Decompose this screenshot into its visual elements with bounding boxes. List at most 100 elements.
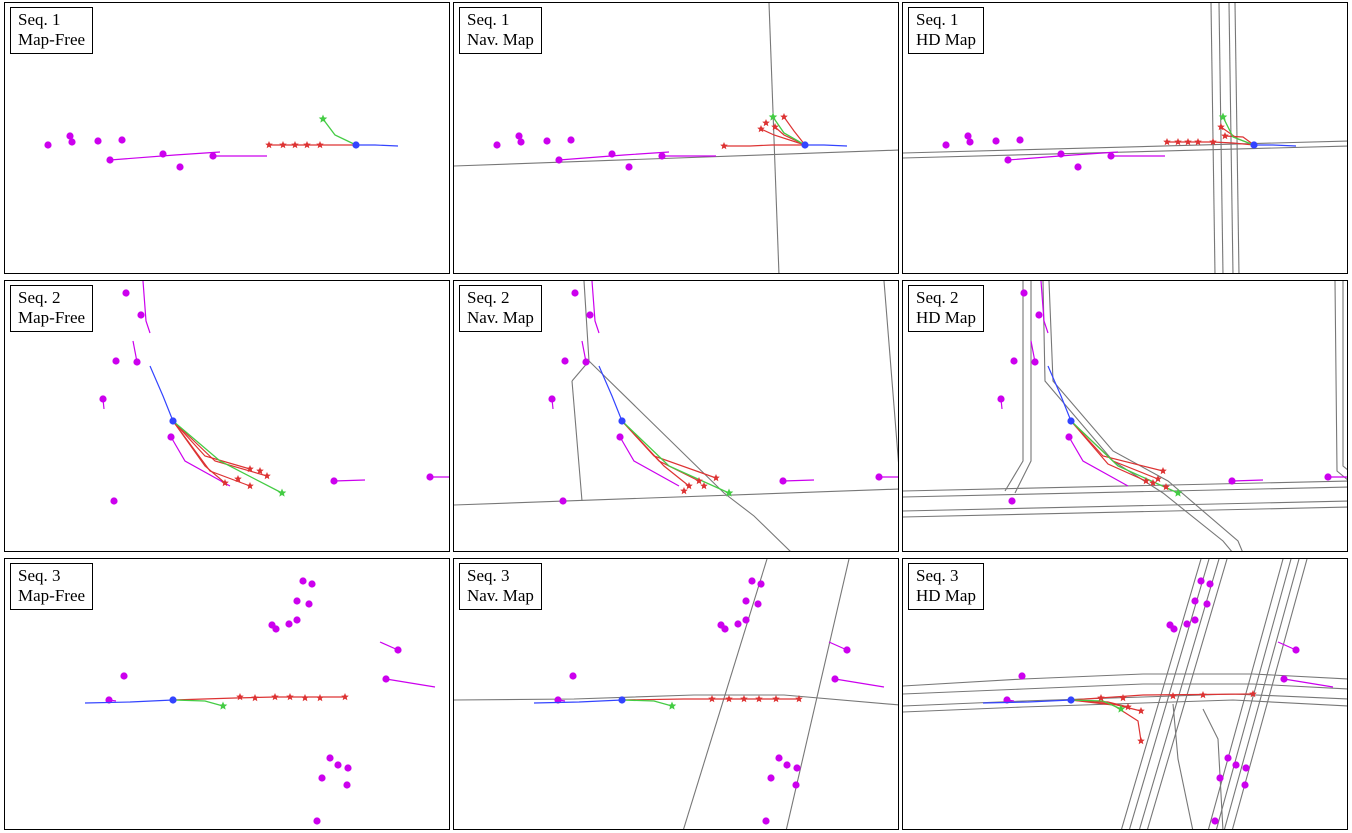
agent-dot	[66, 132, 74, 140]
ego-history	[149, 365, 174, 422]
agent-dot	[1197, 577, 1205, 585]
agent-dot	[757, 580, 765, 588]
agent-dot	[559, 497, 567, 505]
map-mode-label: HD Map	[916, 586, 976, 605]
prediction-endpoint-star	[795, 695, 803, 703]
ego-history	[84, 699, 174, 704]
agent-dot	[137, 311, 145, 319]
prediction-curve	[1070, 693, 1254, 701]
prediction-curve	[621, 420, 690, 487]
map-lane-line	[903, 486, 1347, 498]
map-lane-line	[903, 699, 1347, 713]
prediction-endpoint-star	[755, 695, 763, 703]
agent-dot	[721, 625, 729, 633]
agent-dot	[272, 625, 280, 633]
agent-dot	[1003, 696, 1011, 704]
agent-dot	[942, 141, 950, 149]
prediction-endpoint-star	[236, 693, 244, 701]
scene-plot	[84, 577, 436, 825]
panel-s3-hd: Seq. 3 HD Map	[902, 558, 1348, 830]
agent-trail	[1231, 479, 1264, 482]
scene-plot	[99, 281, 449, 505]
prediction-endpoint-star	[720, 142, 728, 150]
map-lane-line	[903, 500, 1347, 512]
agent-dot	[515, 132, 523, 140]
map-lane-line	[454, 149, 898, 167]
agent-dot	[99, 395, 107, 403]
map-lane-line	[454, 694, 898, 706]
agent-dot	[1170, 625, 1178, 633]
prediction-endpoint-star	[1149, 479, 1157, 487]
panel-label: Seq. 2 HD Map	[908, 285, 984, 332]
panel-label: Seq. 3 HD Map	[908, 563, 984, 610]
agent-dot	[567, 136, 575, 144]
panel-s3-free: Seq. 3 Map-Free	[4, 558, 450, 830]
scene-plot	[903, 281, 1347, 551]
panel-s2-hd: Seq. 2 HD Map	[902, 280, 1348, 552]
agent-trail	[109, 151, 221, 161]
prediction-endpoint-star	[1097, 694, 1105, 702]
prediction-endpoint-star	[757, 125, 765, 133]
map-mode-label: Nav. Map	[467, 30, 534, 49]
ego-vehicle-dot	[801, 141, 809, 149]
agent-dot	[118, 136, 126, 144]
prediction-endpoint-star	[341, 693, 349, 701]
agent-dot	[1004, 156, 1012, 164]
agent-trail	[558, 151, 670, 161]
ground-truth-endpoint-star	[277, 488, 287, 497]
prediction-endpoint-star	[291, 141, 299, 149]
agent-dot	[734, 620, 742, 628]
prediction-curve	[724, 144, 805, 147]
ground-truth-endpoint-star	[318, 114, 328, 123]
sequence-label: Seq. 2	[18, 288, 61, 307]
agent-dot	[133, 358, 141, 366]
map-lane-line	[454, 488, 898, 506]
map-mode-label: Map-Free	[18, 30, 86, 49]
prediction-endpoint-star	[1221, 132, 1229, 140]
prediction-endpoint-star	[725, 695, 733, 703]
ego-vehicle-dot	[1067, 696, 1075, 704]
agent-dot	[875, 473, 883, 481]
agent-dot	[748, 577, 756, 585]
agent-dot	[775, 754, 783, 762]
map-lane-line	[883, 281, 898, 463]
sequence-label: Seq. 1	[467, 10, 510, 29]
map-lane-line	[683, 559, 768, 829]
map-lane-line	[903, 145, 1347, 159]
agent-dot	[382, 675, 390, 683]
prediction-endpoint-star	[265, 141, 273, 149]
panel-label: Seq. 1 Nav. Map	[459, 7, 542, 54]
prediction-endpoint-star	[1249, 690, 1257, 698]
prediction-endpoint-star	[221, 479, 229, 487]
prediction-endpoint-star	[279, 141, 287, 149]
map-lane-line	[588, 360, 791, 551]
ground-truth-endpoint-star	[1173, 488, 1183, 497]
sequence-label: Seq. 1	[916, 10, 959, 29]
map-lane-line	[903, 506, 1347, 518]
prediction-curve	[760, 128, 806, 146]
agent-dot	[608, 150, 616, 158]
ego-vehicle-dot	[169, 417, 177, 425]
agent-dot	[344, 764, 352, 772]
agent-trail	[1040, 281, 1049, 334]
panel-s2-free: Seq. 2 Map-Free	[4, 280, 450, 552]
agent-dot	[616, 433, 624, 441]
prediction-endpoint-star	[1154, 475, 1162, 483]
prediction-endpoint-star	[740, 695, 748, 703]
scene-plot	[903, 3, 1347, 273]
ground-truth-endpoint-star	[1116, 704, 1126, 713]
sequence-label: Seq. 1	[18, 10, 61, 29]
agent-trail	[619, 436, 680, 487]
ground-truth-endpoint-star	[218, 701, 228, 710]
agent-trail	[385, 678, 436, 688]
agent-dot	[555, 156, 563, 164]
agent-dot	[1016, 136, 1024, 144]
ground-truth-endpoint-star	[667, 701, 677, 710]
agent-dot	[582, 358, 590, 366]
agent-trail	[591, 281, 600, 334]
agent-dot	[1280, 675, 1288, 683]
prediction-endpoint-star	[1162, 483, 1170, 491]
prediction-endpoint-star	[685, 482, 693, 490]
map-lane-line	[1223, 559, 1300, 829]
